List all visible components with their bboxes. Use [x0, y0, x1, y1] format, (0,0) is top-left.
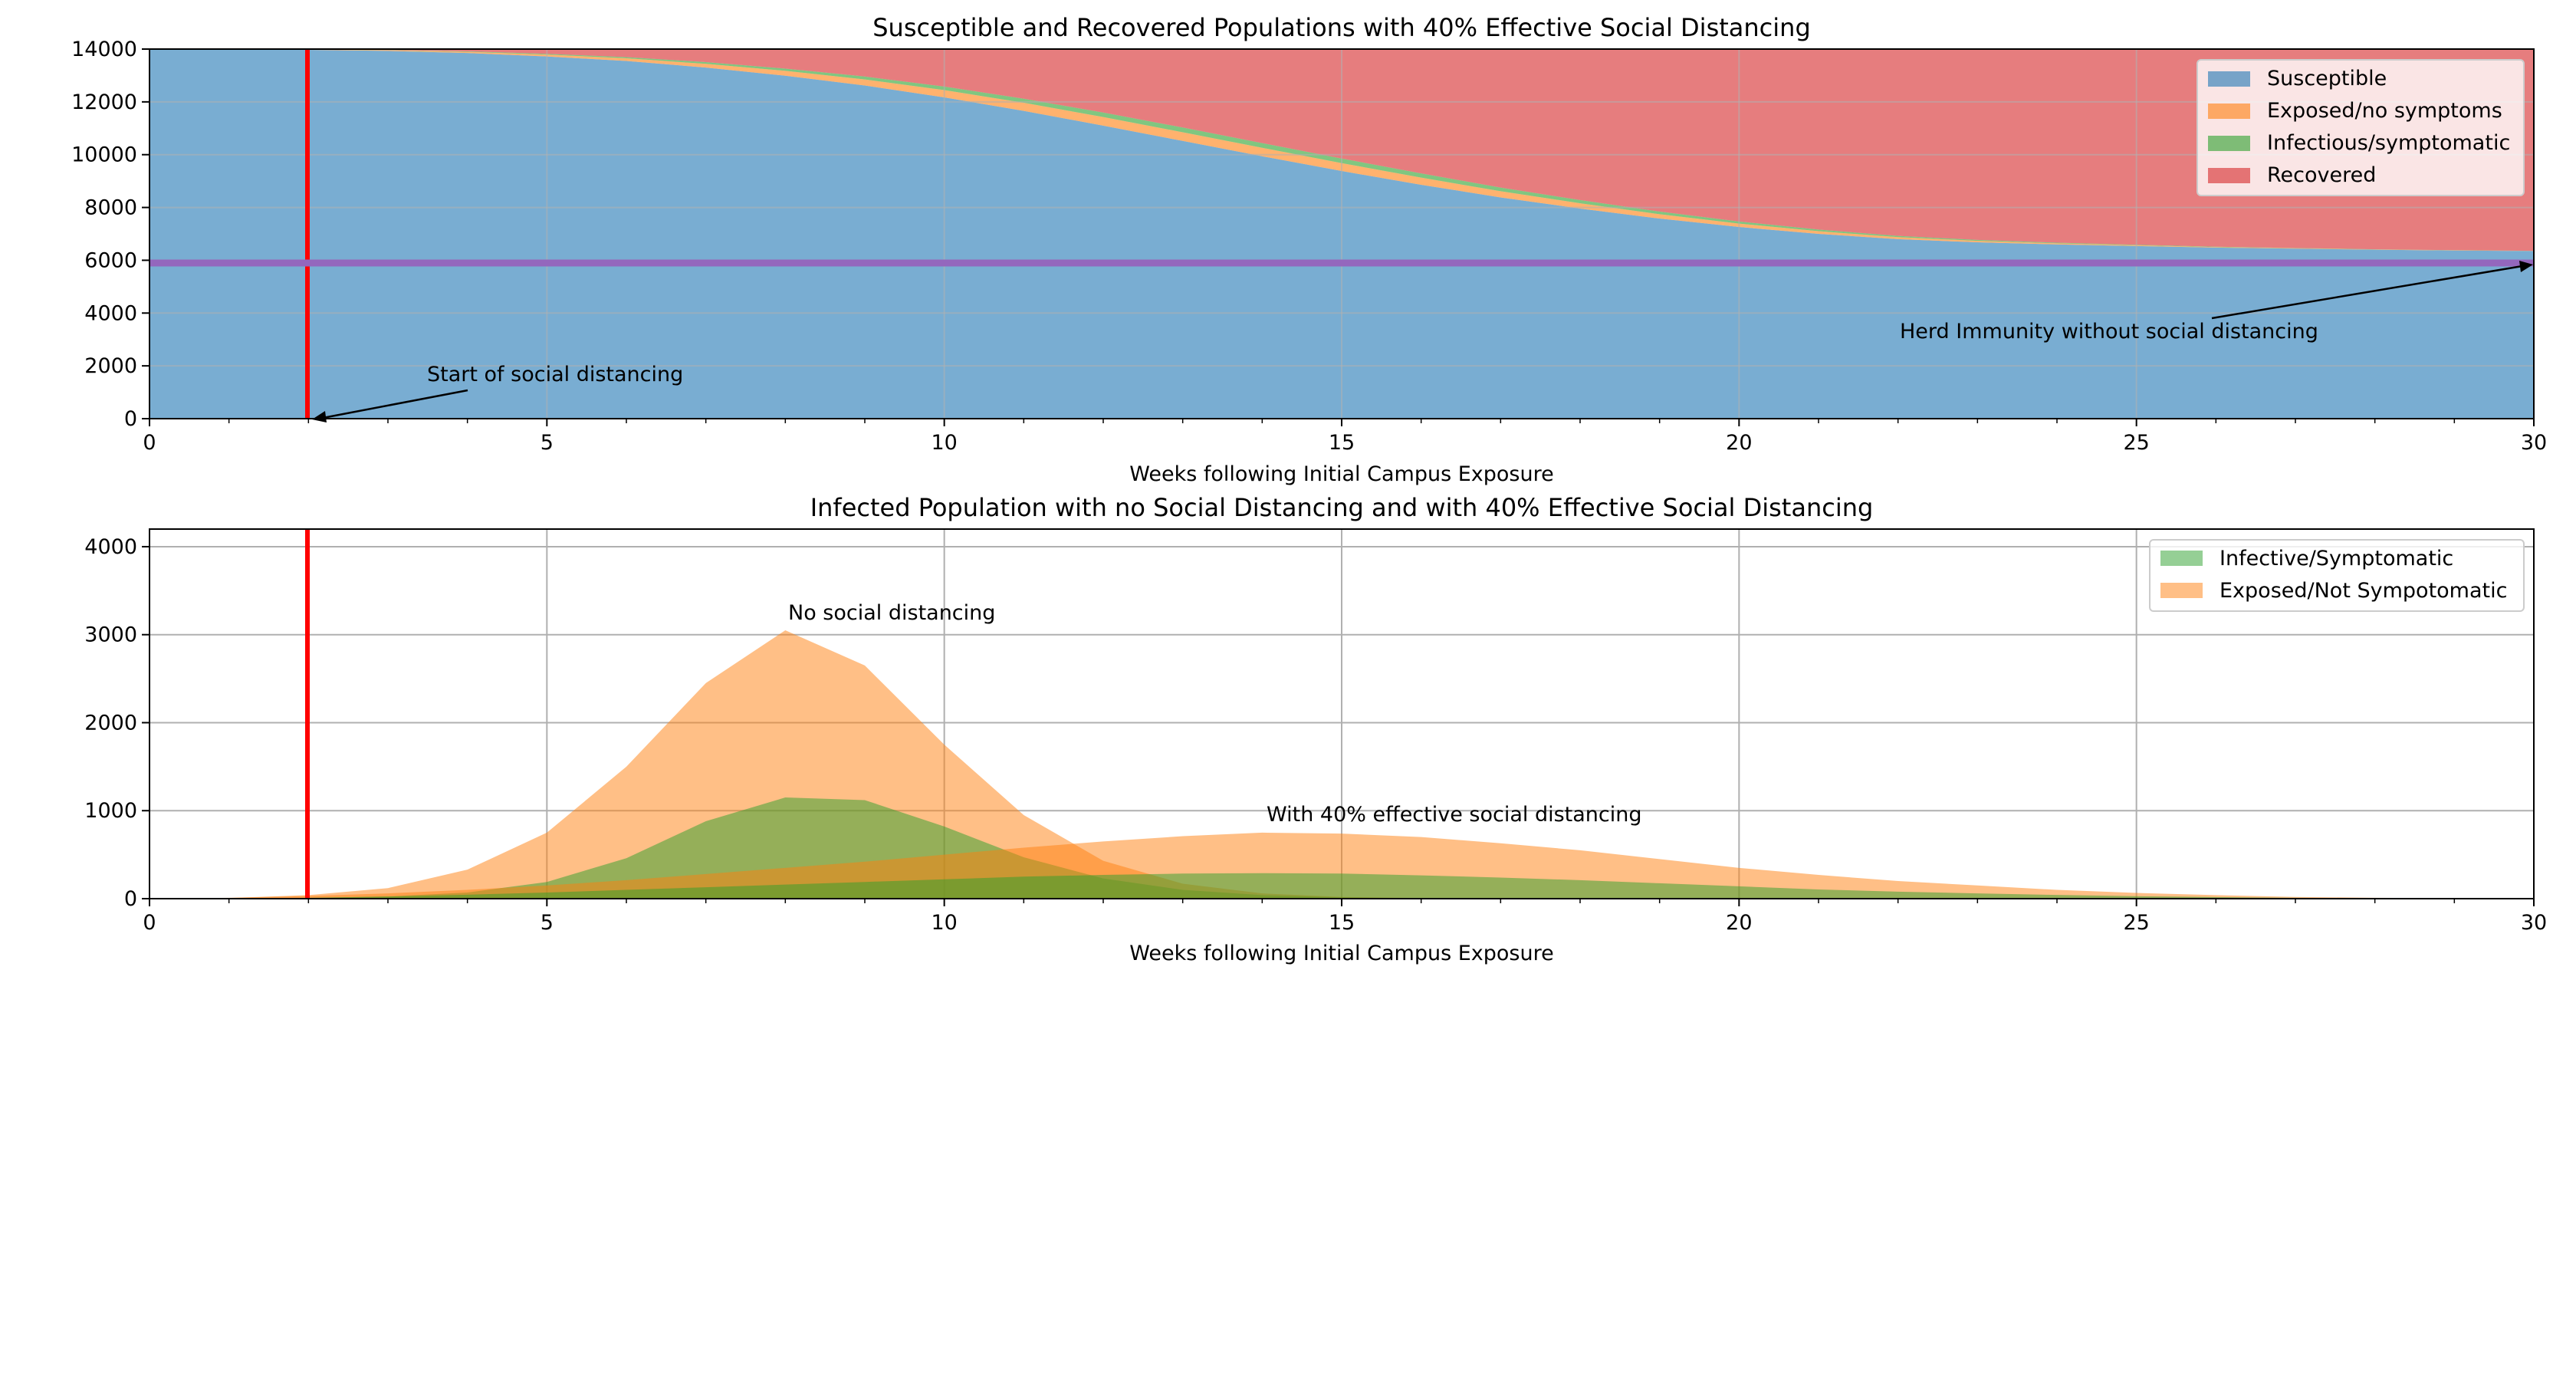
bottom-xtick-label-15: 15 [1329, 911, 1355, 935]
bottom-xtick-label-25: 25 [2123, 911, 2149, 935]
top-xtick-label-10: 10 [931, 431, 957, 455]
annotation-with-social-distancing: With 40% effective social distancing [1267, 803, 1642, 827]
bottom-y-axis-ticks: 0 1000 2000 3000 4000 [84, 535, 150, 911]
legend-label-infectious: Infectious/symptomatic [2267, 131, 2510, 155]
top-xtick-label-30: 30 [2521, 431, 2547, 455]
legend-swatch-exposed [2208, 104, 2250, 119]
bottom-area-exposed-not-sympotomatic-with-40-effective-social-distancing [150, 832, 2534, 899]
top-xtick-label-5: 5 [540, 431, 554, 455]
top-xtick-label-20: 20 [1726, 431, 1752, 455]
top-ytick-label-2000: 2000 [84, 354, 137, 378]
legend-swatch-susceptible [2208, 71, 2250, 87]
bottom-ytick-label-1000: 1000 [84, 799, 137, 823]
chart-bottom-title: Infected Population with no Social Dista… [810, 493, 1874, 522]
bottom-series-layer [150, 630, 2534, 899]
top-x-axis-ticks: 0 5 10 15 20 25 30 [143, 419, 2547, 455]
top-legend: Susceptible Exposed/no symptoms Infectio… [2196, 59, 2525, 196]
top-annotations: Start of social distancing Herd Immunity… [312, 261, 2533, 422]
top-xtick-label-15: 15 [1329, 431, 1355, 455]
legend-label-infective: Infective/Symptomatic [2220, 547, 2453, 570]
annotation-no-social-distancing: No social distancing [788, 601, 995, 625]
chart-susceptible-recovered: Susceptible and Recovered Populations wi… [71, 13, 2547, 486]
annotation-arrow-start [318, 389, 468, 420]
annotation-start-social-distancing: Start of social distancing [427, 363, 683, 386]
top-xtick-label-25: 25 [2123, 431, 2149, 455]
bottom-legend-box [2149, 539, 2525, 612]
annotation-arrowhead-herd [2519, 261, 2533, 272]
top-ytick-label-10000: 10000 [71, 143, 137, 167]
legend-label-exposed: Exposed/no symptoms [2267, 99, 2502, 123]
chart-top-xlabel: Weeks following Initial Campus Exposure [1129, 462, 1553, 486]
bottom-ytick-label-4000: 4000 [84, 535, 137, 559]
bottom-area-infective-symptomatic-with-40-effective-social-distancing [150, 873, 2534, 899]
bottom-legend: Infective/Symptomatic Exposed/Not Sympot… [2149, 539, 2525, 612]
bottom-annotations: No social distancing With 40% effective … [788, 601, 1642, 827]
top-legend-box [2196, 59, 2525, 196]
annotation-arrow-herd [2211, 264, 2528, 320]
top-y-axis-ticks: 0 2000 4000 6000 8000 10000 12000 14000 [71, 38, 150, 431]
top-ytick-label-14000: 14000 [71, 38, 137, 61]
legend-label-recovered: Recovered [2267, 163, 2376, 187]
annotation-arrowhead-start [312, 411, 327, 422]
chart-top-title: Susceptible and Recovered Populations wi… [872, 13, 1811, 42]
bottom-ytick-label-3000: 3000 [84, 623, 137, 647]
bottom-ytick-label-2000: 2000 [84, 711, 137, 735]
top-ytick-label-0: 0 [124, 407, 137, 431]
legend-label-exposed-not-symptomatic: Exposed/Not Sympotomatic [2220, 579, 2507, 603]
chart-infected-population: Infected Population with no Social Dista… [84, 493, 2547, 965]
chart-bottom-xlabel: Weeks following Initial Campus Exposure [1129, 942, 1553, 965]
top-ytick-label-6000: 6000 [84, 248, 137, 272]
bottom-ytick-label-0: 0 [124, 887, 137, 911]
bottom-xtick-label-10: 10 [931, 911, 957, 935]
legend-swatch-exposed-not-symptomatic [2160, 583, 2203, 598]
top-ytick-label-4000: 4000 [84, 301, 137, 325]
bottom-x-axis-ticks: 0 5 10 15 20 25 30 [143, 899, 2547, 935]
bottom-xtick-label-30: 30 [2521, 911, 2547, 935]
legend-swatch-infective [2160, 551, 2203, 566]
legend-label-susceptible: Susceptible [2267, 67, 2387, 90]
bottom-xtick-label-20: 20 [1726, 911, 1752, 935]
top-xtick-label-0: 0 [143, 431, 156, 455]
top-ytick-label-12000: 12000 [71, 90, 137, 114]
bottom-xtick-label-5: 5 [540, 911, 554, 935]
bottom-xtick-label-0: 0 [143, 911, 156, 935]
legend-swatch-recovered [2208, 168, 2250, 183]
annotation-herd-immunity: Herd Immunity without social distancing [1900, 320, 2318, 344]
legend-swatch-infectious [2208, 136, 2250, 151]
top-ytick-label-8000: 8000 [84, 196, 137, 220]
